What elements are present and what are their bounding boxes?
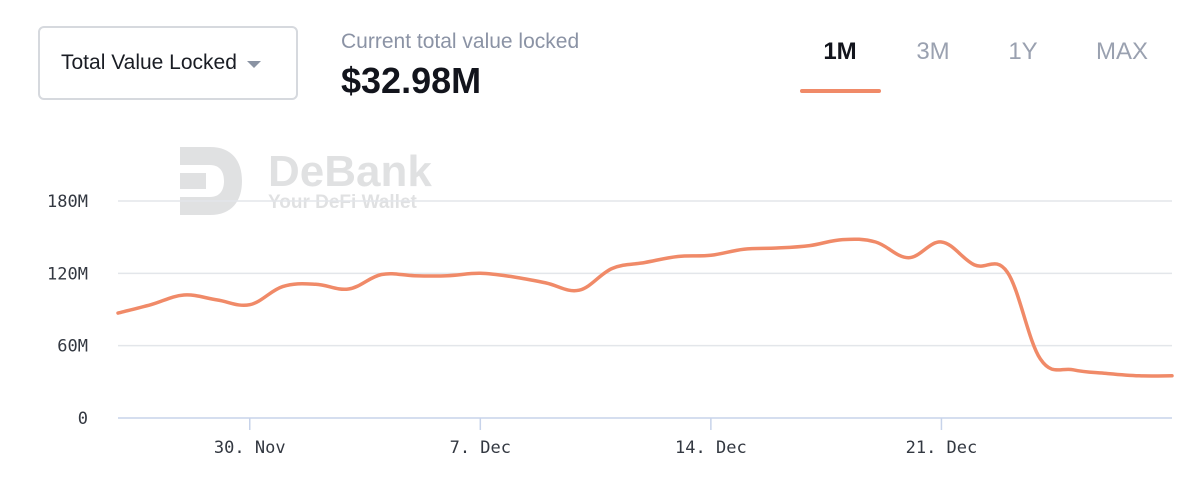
tvl-series-line xyxy=(116,237,1174,378)
y-tick-label: 0 xyxy=(78,409,88,429)
x-axis: 30. Nov 7. Dec 14. Dec 21. Dec xyxy=(118,417,1172,458)
tab-3m[interactable]: 3M xyxy=(916,38,950,65)
y-tick-label: 60M xyxy=(57,337,88,357)
time-range-tabs: 1M 3M 1Y MAX xyxy=(0,38,1200,98)
tvl-caption: Current total value locked xyxy=(341,30,580,53)
tvl-value: $32.98M xyxy=(341,60,482,101)
tab-1y[interactable]: 1Y xyxy=(1008,38,1038,65)
y-axis-ticks: 0 60M 120M 180M xyxy=(47,192,88,429)
y-tick-label: 120M xyxy=(47,264,88,284)
x-tick-label: 14. Dec xyxy=(675,438,747,458)
tab-max[interactable]: MAX xyxy=(1095,38,1148,65)
grid-lines xyxy=(118,200,1172,347)
active-range-indicator xyxy=(800,89,881,93)
x-tick-label: 21. Dec xyxy=(906,438,978,458)
x-tick-label: 7. Dec xyxy=(450,438,511,458)
y-tick-label: 180M xyxy=(47,192,88,212)
metric-dropdown[interactable]: Total Value Locked xyxy=(38,26,298,100)
metric-dropdown-label: Total Value Locked xyxy=(61,51,237,74)
chevron-down-icon xyxy=(246,60,261,68)
tab-1m[interactable]: 1M xyxy=(823,38,857,65)
series-layer xyxy=(116,237,1174,378)
x-tick-label: 30. Nov xyxy=(214,438,286,458)
